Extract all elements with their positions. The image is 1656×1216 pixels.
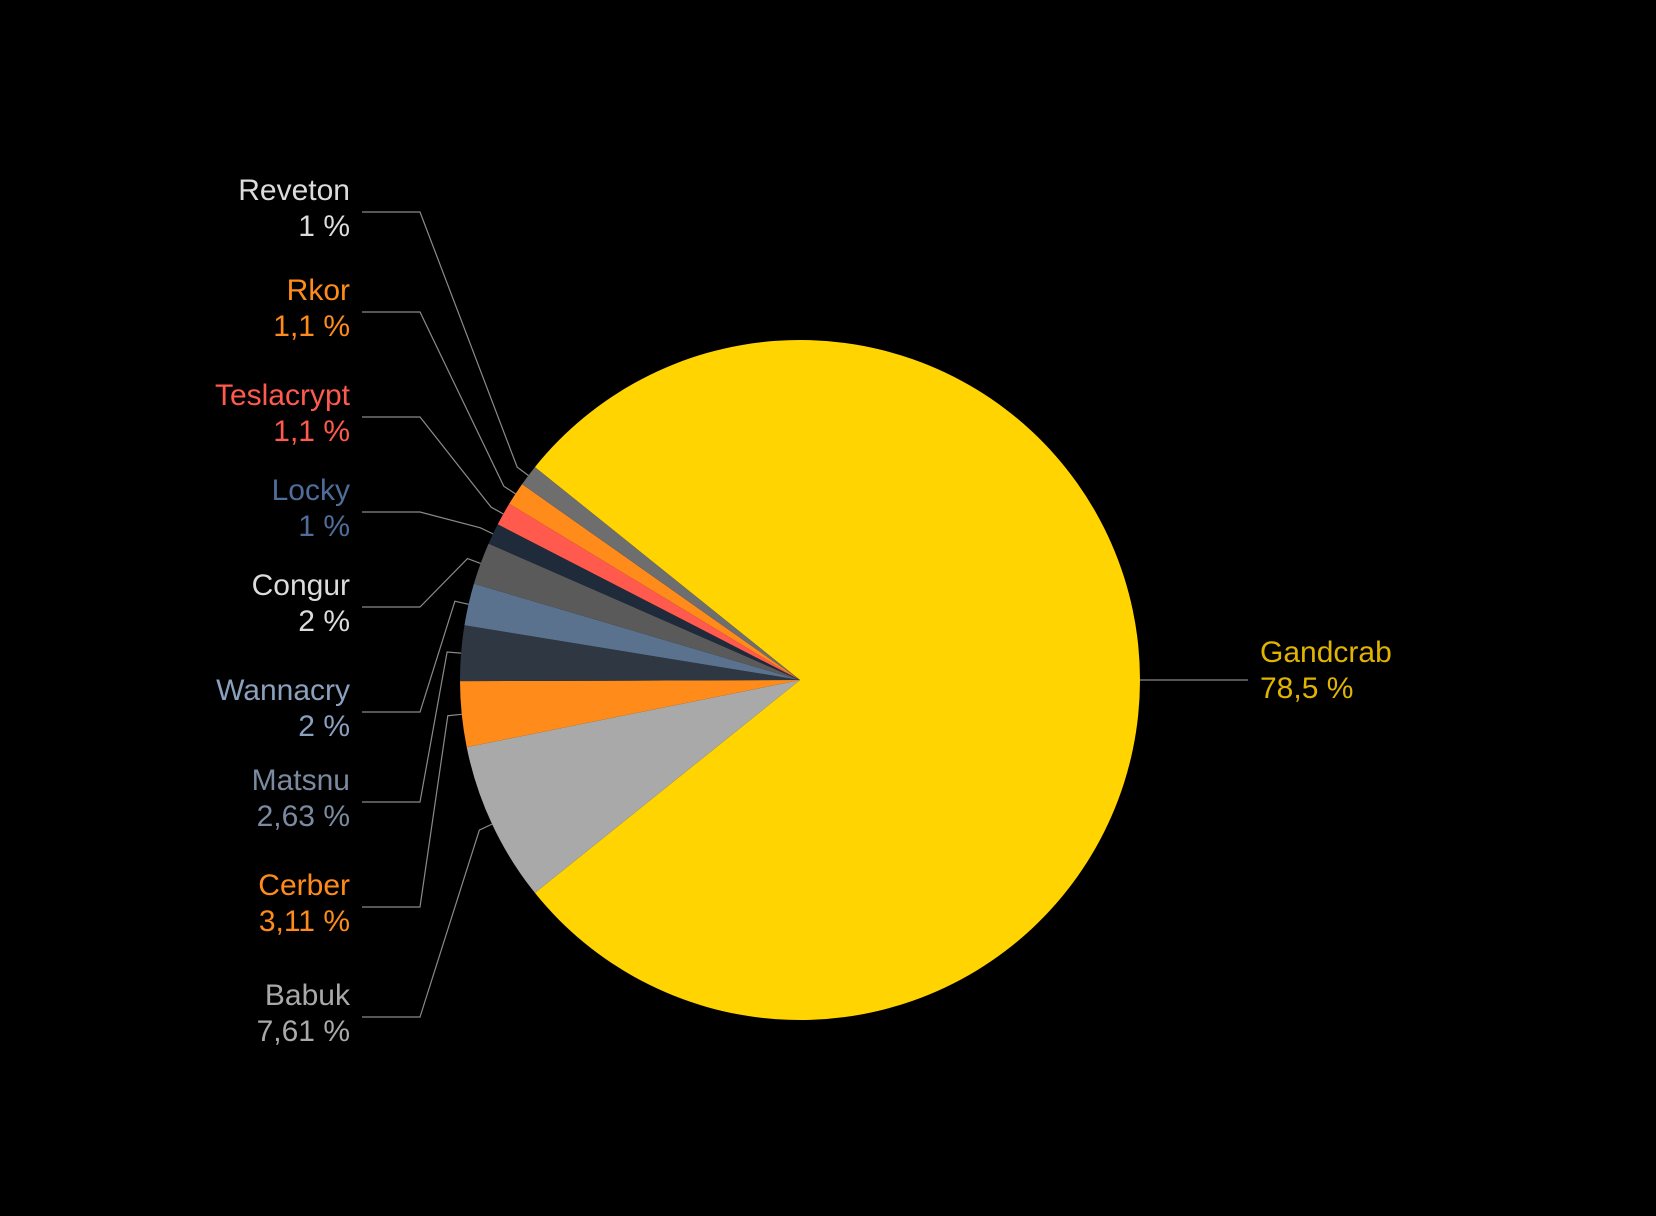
leader-line <box>362 824 492 1017</box>
slice-label-cerber: Cerber <box>258 869 350 902</box>
leader-line <box>362 601 469 712</box>
slice-value-congur: 2 % <box>298 605 350 638</box>
slice-value-babuk: 7,61 % <box>257 1015 350 1048</box>
slice-value-cerber: 3,11 % <box>259 905 350 938</box>
slice-value-gandcrab: 78,5 % <box>1260 672 1353 705</box>
leader-line <box>362 212 528 476</box>
leader-line <box>362 417 503 514</box>
slice-label-congur: Congur <box>252 569 350 602</box>
slice-value-locky: 1 % <box>298 510 350 543</box>
slice-label-wannacry: Wannacry <box>216 674 350 707</box>
slice-value-rkor: 1,1 % <box>273 310 350 343</box>
slice-label-rkor: Rkor <box>287 274 350 307</box>
slice-value-reveton: 1 % <box>298 210 350 243</box>
slice-label-matsnu: Matsnu <box>252 764 350 797</box>
slice-value-teslacrypt: 1,1 % <box>273 415 350 448</box>
pie-chart: Gandcrab78,5 % Babuk7,61 % Cerber3,11 % Mat… <box>0 0 1656 1216</box>
slice-label-reveton: Reveton <box>238 174 350 207</box>
slice-label-locky: Locky <box>272 474 350 507</box>
slice-label-gandcrab: Gandcrab <box>1260 636 1392 669</box>
slice-value-wannacry: 2 % <box>298 710 350 743</box>
slice-label-teslacrypt: Teslacrypt <box>215 379 351 412</box>
slice-label-babuk: Babuk <box>265 979 351 1012</box>
leader-line <box>362 714 462 907</box>
slice-value-matsnu: 2,63 % <box>257 800 350 833</box>
leader-line <box>362 559 481 607</box>
leader-line <box>362 512 493 534</box>
